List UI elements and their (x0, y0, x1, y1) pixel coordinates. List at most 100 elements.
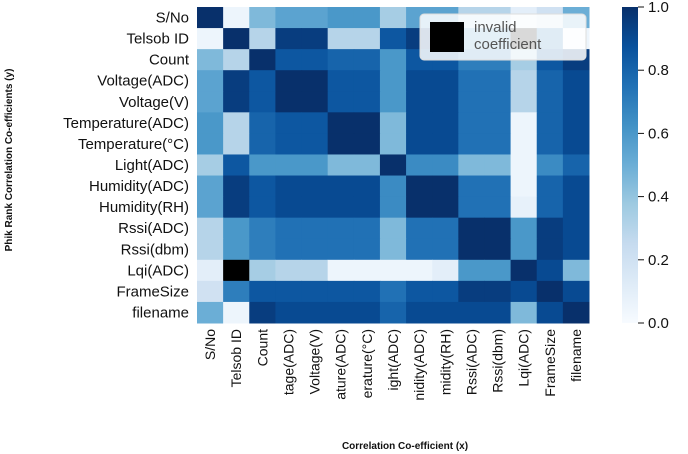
heatmap-cell (249, 7, 276, 29)
heatmap-cell (353, 70, 381, 92)
heatmap-cell (353, 280, 381, 303)
heatmap-cell (249, 70, 276, 92)
heatmap-cell (275, 196, 303, 219)
heatmap-cell (406, 175, 433, 198)
heatmap-cell (484, 175, 512, 198)
heatmap-cell (249, 217, 276, 240)
heatmap-cell (197, 49, 224, 71)
heatmap-cell (249, 280, 276, 303)
row-label: Temperature(ADC) (63, 115, 189, 132)
heatmap-cell (484, 217, 512, 240)
heatmap-cell (197, 7, 224, 29)
heatmap-cell (249, 49, 276, 71)
heatmap-cell (197, 175, 224, 198)
heatmap-cell (327, 175, 355, 198)
heatmap-cell (432, 91, 459, 113)
row-label: Voltage(ADC) (97, 73, 189, 90)
column-label: ight(ADC) (385, 329, 401, 390)
heatmap-cell (301, 154, 329, 177)
heatmap-cell (432, 259, 459, 282)
column-label: ature(ADC) (333, 329, 349, 400)
heatmap-cell (562, 112, 590, 134)
heatmap-cell (406, 91, 433, 113)
heatmap-cell (197, 70, 224, 92)
heatmap-cell (197, 154, 224, 177)
heatmap-cell (223, 217, 250, 240)
heatmap-cell (432, 133, 459, 155)
heatmap-cell (458, 91, 485, 113)
heatmap-cell (379, 70, 407, 92)
row-label: S/No (156, 10, 189, 27)
heatmap-cell-invalid (223, 259, 250, 282)
heatmap-cell (223, 154, 250, 177)
heatmap-cell (353, 49, 381, 71)
heatmap-cell (223, 28, 250, 50)
column-label: Voltage(V) (307, 329, 323, 394)
heatmap-cell (327, 28, 355, 50)
column-label: Rssi(dbm) (490, 329, 506, 393)
heatmap-cell (406, 238, 433, 261)
heatmap-cell (301, 259, 329, 282)
heatmap-cell (301, 112, 329, 134)
heatmap-cell (484, 280, 512, 303)
heatmap-cell (458, 70, 485, 92)
heatmap-cell (301, 280, 329, 303)
heatmap-cell (484, 154, 512, 177)
heatmap-cell (406, 217, 433, 240)
heatmap-cell (510, 91, 538, 113)
legend: invalid coefficient (419, 13, 587, 61)
heatmap-cell (275, 280, 303, 303)
row-label: Count (149, 52, 190, 69)
heatmap-cell (249, 112, 276, 134)
x-axis-title: Correlation Co-efficient (x) (342, 441, 468, 452)
heatmap-cell (379, 175, 407, 198)
heatmap-cell (379, 91, 407, 113)
row-label: filename (132, 304, 189, 321)
heatmap-cell (484, 196, 512, 219)
heatmap-cell (406, 280, 433, 303)
heatmap-cell (458, 217, 485, 240)
heatmap-cell (406, 259, 433, 282)
heatmap-cell (223, 49, 250, 71)
heatmap-cell (275, 133, 303, 155)
heatmap-cell (353, 259, 381, 282)
colorbar-tick-label: 0.0 (648, 315, 669, 332)
heatmap-cell (275, 238, 303, 261)
heatmap-cell (327, 91, 355, 113)
heatmap-cell (562, 259, 590, 282)
heatmap-cell (536, 70, 564, 92)
heatmap-cell (275, 112, 303, 134)
heatmap-cell (327, 238, 355, 261)
heatmap-cell (536, 238, 564, 261)
heatmap-cell (301, 133, 329, 155)
heatmap-cell (327, 217, 355, 240)
heatmap-cell (510, 133, 538, 155)
y-axis-title: Phik Rank Correlation Co-efficients (y) (4, 69, 15, 252)
heatmap-cell (562, 196, 590, 219)
heatmap-cell (249, 238, 276, 261)
heatmap-cell (223, 112, 250, 134)
column-label: Count (254, 329, 270, 366)
heatmap-cell (275, 70, 303, 92)
heatmap-cell (197, 91, 224, 113)
column-label: Rssi(ADC) (463, 329, 479, 395)
heatmap-cell (301, 196, 329, 219)
heatmap-cell (562, 301, 590, 324)
heatmap-cell (249, 28, 276, 50)
heatmap-cell (353, 91, 381, 113)
heatmap-cell (562, 154, 590, 177)
heatmap-cell (432, 70, 459, 92)
heatmap-cell (275, 28, 303, 50)
heatmap-cell (353, 7, 381, 29)
heatmap-cell (510, 196, 538, 219)
row-labels: S/No Telsob ID Count Voltage(ADC) Voltage(V)… (63, 10, 190, 322)
heatmap-cell (432, 175, 459, 198)
heatmap-cell (562, 238, 590, 261)
row-label: Lqi(ADC) (127, 262, 189, 279)
heatmap-cell (353, 112, 381, 134)
heatmap-cell (353, 175, 381, 198)
heatmap-cell (327, 70, 355, 92)
heatmap-cell (249, 196, 276, 219)
heatmap-cell (249, 301, 276, 324)
heatmap-cell (353, 133, 381, 155)
